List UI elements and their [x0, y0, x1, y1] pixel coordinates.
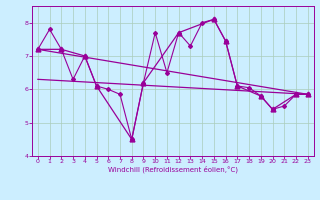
X-axis label: Windchill (Refroidissement éolien,°C): Windchill (Refroidissement éolien,°C)	[108, 166, 238, 173]
